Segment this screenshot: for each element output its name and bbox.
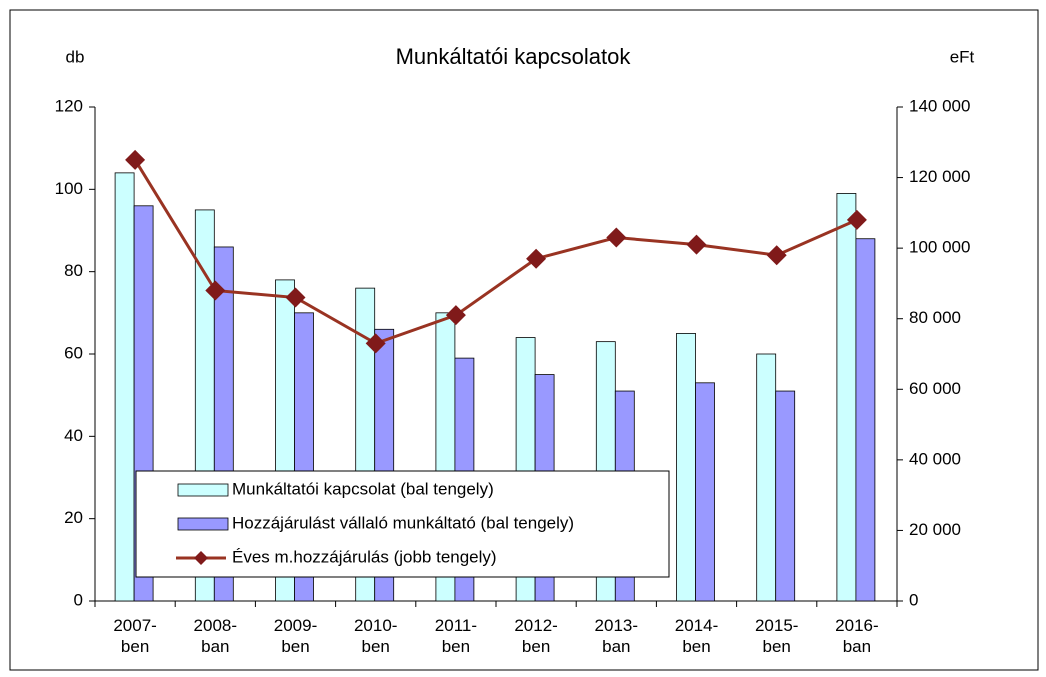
- bar: [114, 172, 135, 602]
- marker: [686, 234, 707, 255]
- y2-tick-label: 140 000: [909, 96, 970, 115]
- marker: [205, 280, 226, 301]
- x-tick-label: 2012- ben: [514, 616, 557, 656]
- x-tick-label: 2014- ben: [675, 616, 718, 656]
- x-tick-label: 2007- ben: [113, 616, 156, 656]
- x-tick-label: 2015- ben: [755, 616, 798, 656]
- marker: [125, 149, 146, 170]
- x-tick-label: 2010- ben: [354, 616, 397, 656]
- legend-label: Hozzájárulást vállaló munkáltató (bal te…: [232, 513, 574, 532]
- x-tick-label-line: 2007-: [113, 616, 156, 635]
- x-tick-label-line: 2014-: [675, 616, 718, 635]
- x-tick-label: 2016- ban: [835, 616, 878, 656]
- y-tick-label: 60: [64, 343, 83, 362]
- y2-tick-label: 60 000: [909, 379, 961, 398]
- bar: [775, 390, 796, 602]
- x-tick-label-line: 2011-: [435, 616, 477, 635]
- x-tick-label-line: ben: [121, 637, 149, 656]
- y-tick-label: 40: [64, 426, 83, 445]
- y2-tick-label: 120 000: [909, 167, 970, 186]
- marker: [846, 209, 867, 230]
- y-axis-label: db: [66, 47, 85, 66]
- y2-axis-label: eFt: [950, 47, 975, 66]
- x-tick-label-line: 2008-: [194, 616, 237, 635]
- y2-tick-label: 80 000: [909, 308, 961, 327]
- marker: [285, 287, 306, 308]
- x-tick-label: 2013- ban: [595, 616, 638, 656]
- bar: [855, 238, 876, 602]
- y2-tick-label: 0: [909, 590, 918, 609]
- x-tick-label-line: ben: [442, 637, 470, 656]
- y2-tick-label: 100 000: [909, 238, 970, 257]
- x-tick-label-line: ben: [682, 637, 710, 656]
- x-tick-label-line: 2016-: [835, 616, 878, 635]
- y-tick-label: 120: [55, 96, 83, 115]
- bar: [695, 382, 715, 602]
- legend-label: Munkáltatói kapcsolat (bal tengely): [232, 479, 494, 498]
- marker: [766, 245, 787, 266]
- x-tick-label: 2009- ben: [274, 616, 317, 656]
- x-tick-label: 2008- ban: [194, 616, 237, 656]
- x-tick-label-line: ben: [281, 637, 309, 656]
- bar: [756, 353, 777, 602]
- legend-marker: [194, 551, 208, 565]
- y-tick-label: 100: [55, 179, 83, 198]
- x-tick-label: 2011- ben: [435, 616, 477, 656]
- y2-tick-label: 20 000: [909, 520, 961, 539]
- x-tick-label-line: 2013-: [595, 616, 638, 635]
- bar: [676, 333, 696, 602]
- x-tick-label-line: ben: [522, 637, 550, 656]
- y-tick-label: 80: [64, 261, 83, 280]
- x-tick-label-line: ben: [763, 637, 791, 656]
- legend-swatch: [177, 483, 229, 497]
- y2-tick-label: 40 000: [909, 449, 961, 468]
- x-tick-label-line: ban: [602, 637, 630, 656]
- x-tick-label-line: 2015-: [755, 616, 798, 635]
- line: [133, 159, 858, 346]
- x-tick-label-line: ban: [201, 637, 229, 656]
- x-tick-label-line: 2010-: [354, 616, 397, 635]
- marker: [365, 333, 386, 354]
- x-tick-label-line: ban: [843, 637, 871, 656]
- marker: [445, 305, 466, 326]
- y-tick-label: 20: [64, 508, 83, 527]
- legend-swatch: [177, 517, 229, 531]
- x-tick-label-line: ben: [362, 637, 390, 656]
- y-tick-label: 0: [74, 590, 83, 609]
- x-tick-label-line: 2012-: [514, 616, 557, 635]
- chart-title: Munkáltatói kapcsolatok: [396, 44, 632, 69]
- legend-label: Éves m.hozzájárulás (jobb tengely): [232, 547, 497, 566]
- bar: [836, 193, 857, 602]
- marker: [606, 227, 627, 248]
- x-tick-label-line: 2009-: [274, 616, 317, 635]
- marker: [526, 248, 547, 269]
